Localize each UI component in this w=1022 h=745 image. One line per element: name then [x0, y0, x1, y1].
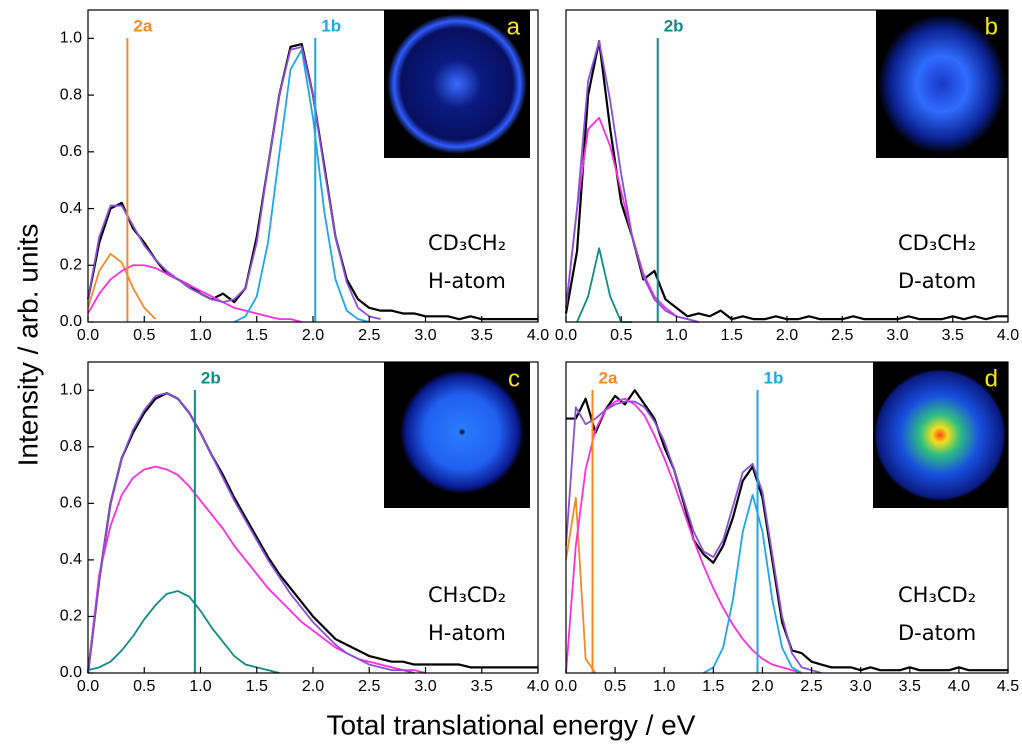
annotation: H-atom [428, 269, 506, 293]
x-tick-label: 1.5 [702, 678, 724, 695]
x-tick-label: 3.0 [886, 327, 908, 344]
x-tick-label: 0.5 [604, 678, 626, 695]
x-tick-label: 1.0 [653, 678, 675, 695]
x-tick-label: 2.5 [358, 678, 380, 695]
y-tick-label: 0.2 [60, 256, 82, 273]
annotation: CH₃CD₂ [898, 583, 976, 607]
marker-label: 2b [201, 368, 221, 387]
x-tick-label: 4.0 [948, 678, 970, 695]
x-tick-label: 3.5 [471, 327, 493, 344]
x-tick-label: 4.0 [997, 327, 1019, 344]
x-tick-label: 1.5 [246, 327, 268, 344]
x-tick-label: 3.0 [850, 678, 872, 695]
x-tick-label: 2.0 [776, 327, 798, 344]
x-tick-label: 0.5 [133, 678, 155, 695]
y-axis-label: Intensity / arb. units [12, 224, 43, 467]
panel-label: c [508, 365, 520, 392]
y-tick-label: 0.6 [60, 143, 82, 160]
inset-c-image [400, 370, 524, 494]
inset-images [384, 10, 1008, 508]
y-tick-label: 1.0 [60, 381, 82, 398]
marker-label: 2b [664, 16, 684, 35]
x-tick-label: 2.0 [302, 678, 324, 695]
x-tick-label: 0.5 [610, 327, 632, 344]
x-tick-label: 4.5 [997, 678, 1019, 695]
x-tick-label: 2.0 [751, 678, 773, 695]
annotation: D-atom [898, 621, 976, 645]
marker-label: 2a [599, 368, 618, 387]
y-tick-label: 0.8 [60, 438, 82, 455]
x-tick-label: 0.0 [555, 678, 577, 695]
panel-label: b [985, 13, 998, 40]
x-tick-label: 3.5 [899, 678, 921, 695]
y-tick-label: 1.0 [60, 30, 82, 47]
panel-label: d [985, 365, 998, 392]
marker-label: 1b [764, 368, 784, 387]
annotation: D-atom [898, 269, 976, 293]
y-tick-label: 0.8 [60, 86, 82, 103]
x-tick-label: 1.5 [721, 327, 743, 344]
marker-label: 1b [321, 16, 341, 35]
annotation: CD₃CH₂ [428, 231, 506, 255]
x-tick-label: 2.5 [831, 327, 853, 344]
data-line [88, 47, 381, 319]
data-line [566, 118, 699, 322]
annotation: CD₃CH₂ [898, 231, 976, 255]
x-tick-label: 3.0 [414, 327, 436, 344]
panel-label: a [507, 13, 521, 40]
x-axis-label: Total translational energy / eV [327, 709, 696, 740]
x-tick-label: 3.0 [414, 678, 436, 695]
y-tick-label: 0.4 [60, 200, 82, 217]
data-line [577, 248, 632, 322]
annotation: CH₃CD₂ [428, 583, 506, 607]
x-tick-label: 2.0 [302, 327, 324, 344]
figure: Intensity / arb. units Total translation… [0, 0, 1022, 745]
data-line [88, 265, 302, 322]
data-line [566, 498, 595, 673]
y-tick-label: 0.2 [60, 608, 82, 625]
x-tick-label: 0.5 [133, 327, 155, 344]
data-line [88, 591, 279, 673]
annotation: H-atom [428, 621, 506, 645]
x-tick-label: 4.0 [527, 327, 549, 344]
x-tick-label: 0.0 [555, 327, 577, 344]
y-tick-label: 0.6 [60, 495, 82, 512]
x-tick-label: 4.0 [527, 678, 549, 695]
y-tick-label: 0.0 [60, 313, 82, 330]
x-tick-label: 2.5 [358, 327, 380, 344]
x-tick-label: 1.0 [189, 678, 211, 695]
data-line [234, 50, 369, 322]
data-line [88, 254, 156, 319]
x-tick-label: 1.5 [246, 678, 268, 695]
y-tick-label: 0.0 [60, 664, 82, 681]
y-tick-label: 0.4 [60, 551, 82, 568]
data-line [704, 495, 802, 673]
marker-label: 2a [133, 16, 152, 35]
x-tick-label: 3.5 [471, 678, 493, 695]
x-tick-label: 1.0 [189, 327, 211, 344]
data-line [566, 41, 699, 322]
x-tick-label: 1.0 [665, 327, 687, 344]
x-tick-label: 2.5 [800, 678, 822, 695]
data-line [566, 399, 802, 673]
x-tick-label: 3.5 [942, 327, 964, 344]
data-line [88, 467, 426, 673]
